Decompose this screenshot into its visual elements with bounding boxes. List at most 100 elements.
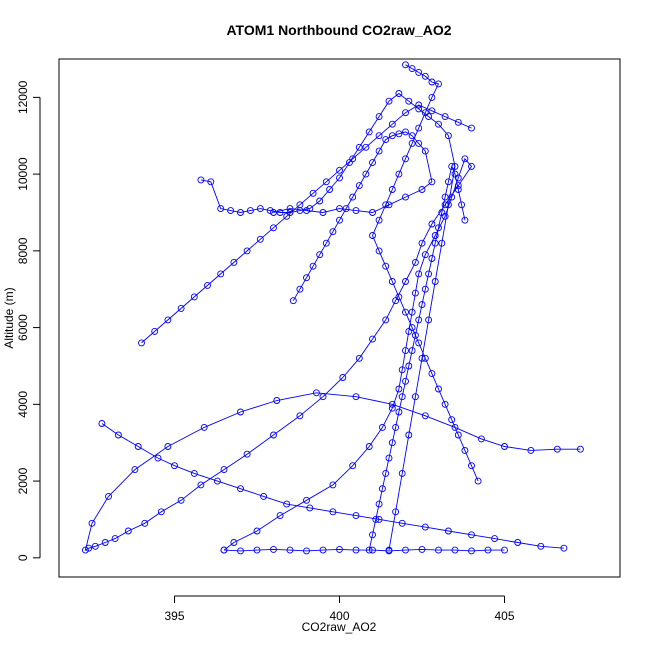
data-point [398,519,406,527]
data-point [197,481,205,489]
data-point [428,78,436,86]
data-point [342,205,350,213]
data-point [220,546,228,554]
data-point [220,466,228,474]
data-point [375,113,383,121]
data-point [402,308,409,316]
data-point [246,207,254,215]
y-tick-label: 0 [16,554,30,561]
y-axis: 0 2000 4000 6000 8000 10000 12000 [16,80,41,561]
series-line-7 [368,164,466,551]
data-point [418,545,426,553]
data-point [362,143,370,151]
data-point [537,542,545,550]
data-point [454,431,462,439]
data-point [88,519,96,527]
data-point [253,546,261,554]
data-point [398,366,406,374]
plot-frame [58,58,621,578]
data-point [303,274,310,282]
data-point [369,209,376,216]
data-point [276,209,284,216]
data-point [408,347,416,355]
data-point [217,205,225,213]
data-point [243,247,251,255]
data-point [369,531,376,539]
data-point [428,93,436,101]
data-point [388,132,396,140]
data-point [309,262,317,270]
data-point [329,481,337,489]
data-point [312,389,320,397]
data-point [425,316,433,324]
data-point [435,546,442,554]
data-point [402,193,409,201]
x-tick-label: 395 [164,609,184,623]
data-point [382,316,390,324]
data-point [253,527,261,535]
data-point [527,446,535,454]
data-point [177,304,185,312]
data-point [256,205,264,213]
data-point [408,324,416,332]
series-line-8 [223,548,505,552]
data-point [444,178,452,186]
data-point [395,90,403,97]
data-point [217,270,225,278]
data-point [303,207,310,215]
data-point [491,535,499,543]
data-point [101,539,109,546]
data-point [151,327,159,335]
data-point [501,546,508,554]
data-point [435,224,442,232]
data-point [375,147,383,155]
x-tick-label: 400 [329,609,349,623]
data-point [514,539,522,546]
data-point [303,547,310,555]
data-point [501,443,508,450]
data-point [398,469,406,477]
data-point [85,544,93,552]
data-point [362,170,370,178]
data-point [91,542,99,550]
series-line-2 [200,92,456,551]
data-point [408,308,416,316]
data-point [207,178,215,186]
data-point [322,239,330,247]
data-point [352,207,360,215]
data-point [421,523,429,531]
data-point [200,423,208,431]
data-point [190,469,198,477]
data-point [319,393,327,401]
data-point [402,61,409,69]
data-point [319,546,327,554]
data-point [411,289,419,297]
data-point [454,186,462,193]
series-layer [81,61,584,555]
data-point [286,205,294,213]
data-point [415,124,423,132]
data-point [425,270,433,278]
data-point [157,508,165,516]
data-point [395,408,403,416]
data-point [421,109,429,117]
data-point [190,293,198,301]
data-point [322,178,330,186]
data-point [402,347,409,355]
data-point [111,535,119,543]
data-point [395,130,403,138]
data-point [418,239,426,247]
data-point [451,423,459,431]
data-point [375,216,383,224]
data-point [369,335,376,343]
data-point [131,466,139,474]
data-point [303,496,310,504]
data-point [306,504,314,512]
data-point [309,189,317,197]
data-point [421,147,429,155]
data-point [421,72,429,80]
data-point [329,228,337,236]
data-point [124,527,132,535]
data-point [154,454,162,462]
data-point [444,527,452,535]
